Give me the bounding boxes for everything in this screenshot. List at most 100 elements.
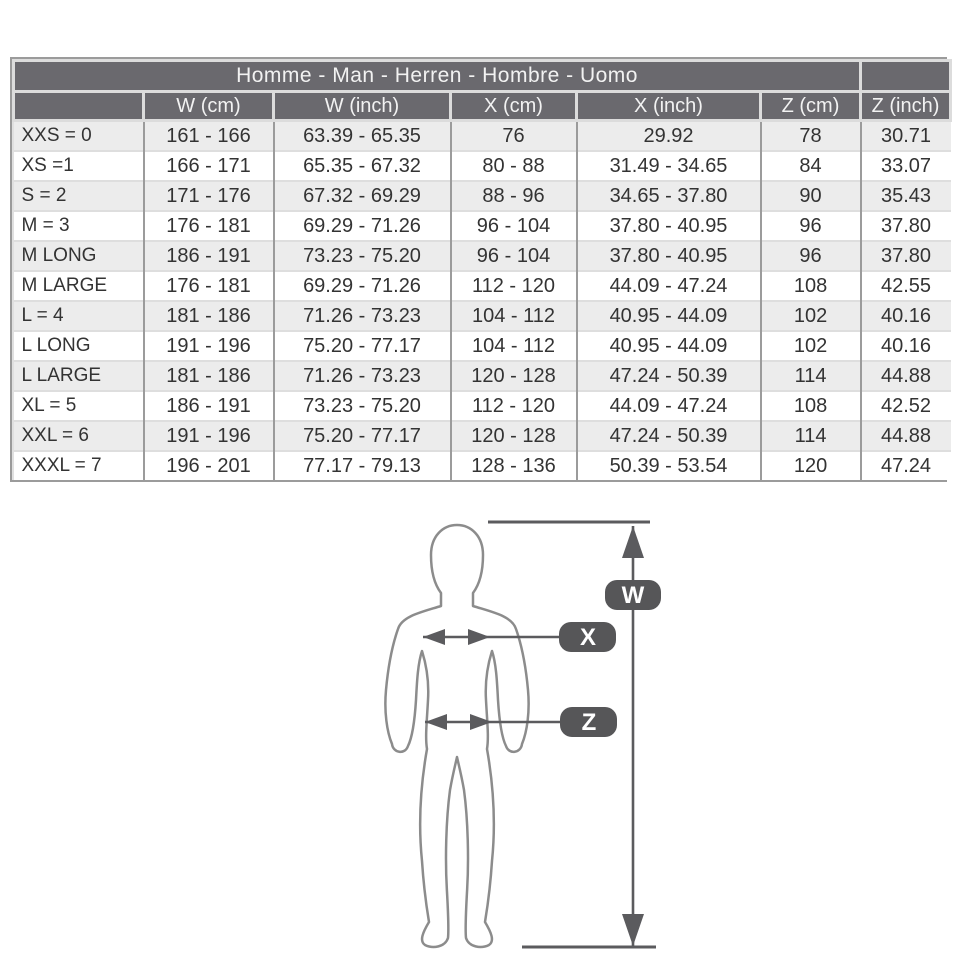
value-cell: 161 - 166 bbox=[142, 119, 274, 151]
value-cell: 96 - 104 bbox=[449, 210, 577, 241]
value-cell: 78 bbox=[759, 119, 861, 151]
value-cell: 67.32 - 69.29 bbox=[272, 180, 451, 211]
size-cell: XXXL = 7 bbox=[13, 450, 144, 480]
value-cell: 104 - 112 bbox=[449, 300, 577, 331]
size-cell: M = 3 bbox=[13, 210, 144, 241]
value-cell: 114 bbox=[759, 360, 861, 391]
value-cell: 37.80 - 40.95 bbox=[575, 240, 761, 271]
value-cell: 77.17 - 79.13 bbox=[272, 450, 451, 480]
table-row: L LARGE 181 - 186 71.26 - 73.23 120 - 12… bbox=[13, 360, 951, 391]
value-cell: 112 - 120 bbox=[449, 270, 577, 301]
value-cell: 33.07 bbox=[859, 150, 951, 181]
value-cell: 44.88 bbox=[859, 360, 951, 391]
size-cell: XXL = 6 bbox=[13, 420, 144, 451]
size-table-grid: Homme - Man - Herren - Hombre - Uomo W (… bbox=[11, 59, 953, 480]
waist-badge-background bbox=[560, 707, 617, 737]
value-cell: 31.49 - 34.65 bbox=[575, 150, 761, 181]
waist-badge: Z bbox=[560, 707, 617, 737]
table-row: XXS = 0 161 - 166 63.39 - 65.35 76 29.92… bbox=[13, 119, 951, 151]
value-cell: 114 bbox=[759, 420, 861, 451]
body-silhouette-icon bbox=[384, 523, 530, 949]
value-cell: 69.29 - 71.26 bbox=[272, 270, 451, 301]
column-header-row: W (cm) W (inch) X (cm) X (inch) Z (cm) Z… bbox=[12, 90, 953, 122]
value-cell: 42.55 bbox=[859, 270, 951, 301]
value-cell: 47.24 bbox=[859, 450, 951, 480]
value-cell: 44.09 - 47.24 bbox=[575, 270, 761, 301]
value-cell: 73.23 - 75.20 bbox=[272, 240, 451, 271]
value-cell: 71.26 - 73.23 bbox=[272, 300, 451, 331]
value-cell: 71.26 - 73.23 bbox=[272, 360, 451, 391]
size-cell: M LONG bbox=[13, 240, 144, 271]
value-cell: 75.20 - 77.17 bbox=[272, 420, 451, 451]
value-cell: 44.88 bbox=[859, 420, 951, 451]
value-cell: 65.35 - 67.32 bbox=[272, 150, 451, 181]
column-header-x-cm: X (cm) bbox=[449, 90, 578, 122]
size-cell: S = 2 bbox=[13, 180, 144, 211]
table-row: L LONG 191 - 196 75.20 - 77.17 104 - 112… bbox=[13, 330, 951, 361]
value-cell: 42.52 bbox=[859, 390, 951, 421]
column-header-w-inch: W (inch) bbox=[272, 90, 452, 122]
height-badge: W bbox=[605, 580, 661, 610]
value-cell: 96 - 104 bbox=[449, 240, 577, 271]
value-cell: 108 bbox=[759, 390, 861, 421]
table-row: L = 4 181 - 186 71.26 - 73.23 104 - 112 … bbox=[13, 300, 951, 331]
value-cell: 104 - 112 bbox=[449, 330, 577, 361]
value-cell: 63.39 - 65.35 bbox=[272, 119, 451, 151]
value-cell: 37.80 bbox=[859, 210, 951, 241]
table-row: M = 3 176 - 181 69.29 - 71.26 96 - 104 3… bbox=[13, 210, 951, 241]
table-row: S = 2 171 - 176 67.32 - 69.29 88 - 96 34… bbox=[13, 180, 951, 211]
size-cell: XS =1 bbox=[13, 150, 144, 181]
size-table: Homme - Man - Herren - Hombre - Uomo W (… bbox=[10, 57, 953, 482]
value-cell: 34.65 - 37.80 bbox=[575, 180, 761, 211]
value-cell: 186 - 191 bbox=[142, 240, 274, 271]
value-cell: 50.39 - 53.54 bbox=[575, 450, 761, 480]
measurement-diagram: W X Z bbox=[384, 520, 661, 949]
value-cell: 96 bbox=[759, 240, 861, 271]
value-cell: 88 - 96 bbox=[449, 180, 577, 211]
value-cell: 44.09 - 47.24 bbox=[575, 390, 761, 421]
size-cell: L LARGE bbox=[13, 360, 144, 391]
chest-badge-label: X bbox=[580, 624, 596, 651]
chest-badge-background bbox=[559, 622, 616, 652]
value-cell: 69.29 - 71.26 bbox=[272, 210, 451, 241]
table-row: XXL = 6 191 - 196 75.20 - 77.17 120 - 12… bbox=[13, 420, 951, 451]
value-cell: 37.80 bbox=[859, 240, 951, 271]
table-row: M LARGE 176 - 181 69.29 - 71.26 112 - 12… bbox=[13, 270, 951, 301]
column-header-w-cm: W (cm) bbox=[142, 90, 275, 122]
value-cell: 96 bbox=[759, 210, 861, 241]
value-cell: 75.20 - 77.17 bbox=[272, 330, 451, 361]
height-arrow-down-icon bbox=[622, 914, 644, 946]
value-cell: 40.16 bbox=[859, 300, 951, 331]
chest-arrow-left-icon bbox=[423, 629, 445, 645]
value-cell: 108 bbox=[759, 270, 861, 301]
value-cell: 120 - 128 bbox=[449, 420, 577, 451]
height-badge-label: W bbox=[622, 582, 645, 609]
value-cell: 29.92 bbox=[575, 119, 761, 151]
value-cell: 120 - 128 bbox=[449, 360, 577, 391]
size-cell: L = 4 bbox=[13, 300, 144, 331]
size-cell: M LARGE bbox=[13, 270, 144, 301]
value-cell: 37.80 - 40.95 bbox=[575, 210, 761, 241]
value-cell: 47.24 - 50.39 bbox=[575, 420, 761, 451]
value-cell: 40.95 - 44.09 bbox=[575, 330, 761, 361]
value-cell: 191 - 196 bbox=[142, 330, 274, 361]
table-row: M LONG 186 - 191 73.23 - 75.20 96 - 104 … bbox=[13, 240, 951, 271]
value-cell: 181 - 186 bbox=[142, 360, 274, 391]
value-cell: 35.43 bbox=[859, 180, 951, 211]
value-cell: 176 - 181 bbox=[142, 210, 274, 241]
value-cell: 186 - 191 bbox=[142, 390, 274, 421]
value-cell: 191 - 196 bbox=[142, 420, 274, 451]
value-cell: 102 bbox=[759, 300, 861, 331]
value-cell: 112 - 120 bbox=[449, 390, 577, 421]
value-cell: 30.71 bbox=[859, 119, 951, 151]
table-row: XS =1 166 - 171 65.35 - 67.32 80 - 88 31… bbox=[13, 150, 951, 181]
column-header-z-cm: Z (cm) bbox=[758, 90, 863, 122]
column-header-x-inch: X (inch) bbox=[575, 90, 762, 122]
value-cell: 181 - 186 bbox=[142, 300, 274, 331]
waist-arrow-right-icon bbox=[470, 714, 492, 730]
column-header-size bbox=[12, 90, 145, 122]
size-cell: L LONG bbox=[13, 330, 144, 361]
chest-arrow-right-icon bbox=[468, 629, 490, 645]
waist-badge-label: Z bbox=[582, 709, 597, 736]
